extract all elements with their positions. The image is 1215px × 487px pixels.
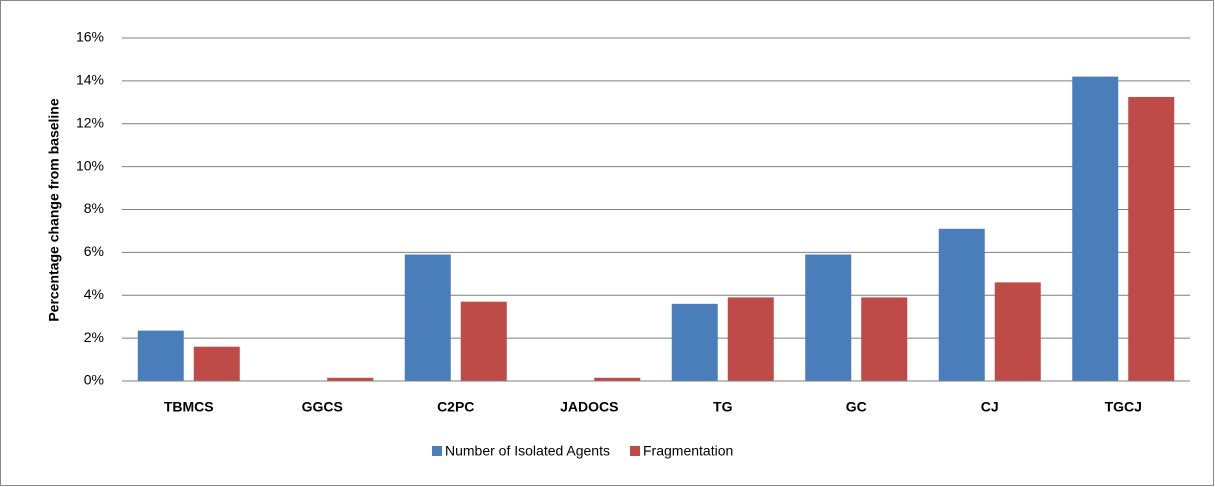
bar (327, 377, 374, 381)
bar (460, 301, 507, 381)
x-tick-label: GC (846, 399, 867, 415)
bar (805, 254, 852, 381)
bar (1128, 96, 1175, 381)
bar (404, 254, 451, 381)
bar (861, 297, 908, 381)
x-tick-label: TGCJ (1105, 399, 1142, 415)
y-tick-label: 12% (76, 114, 104, 130)
y-tick-label: 0% (84, 372, 104, 388)
y-tick-label: 8% (84, 200, 104, 216)
y-tick-label: 4% (84, 286, 104, 302)
y-tick-label: 16% (76, 29, 104, 45)
legend-swatch (432, 446, 442, 456)
x-tick-label: GGCS (302, 399, 343, 415)
y-tick-label: 6% (84, 243, 104, 259)
y-tick-label: 2% (84, 329, 104, 345)
y-tick-label: 14% (76, 72, 104, 88)
bar (137, 330, 184, 381)
legend-label: Number of Isolated Agents (445, 443, 610, 459)
legend-label: Fragmentation (643, 443, 733, 459)
bar (193, 346, 240, 381)
x-tick-label: CJ (981, 399, 999, 415)
legend-swatch (630, 446, 640, 456)
x-tick-label: C2PC (437, 399, 474, 415)
bar (994, 282, 1041, 381)
x-tick-label: TG (713, 399, 733, 415)
bar (938, 228, 985, 381)
bar (727, 297, 774, 381)
x-tick-label: JADOCS (560, 399, 618, 415)
bar (594, 377, 641, 381)
y-axis-title: Percentage change from baseline (46, 98, 62, 322)
x-tick-label: TBMCS (164, 399, 214, 415)
bar (671, 303, 718, 381)
bar (1072, 76, 1119, 382)
y-tick-label: 10% (76, 157, 104, 173)
